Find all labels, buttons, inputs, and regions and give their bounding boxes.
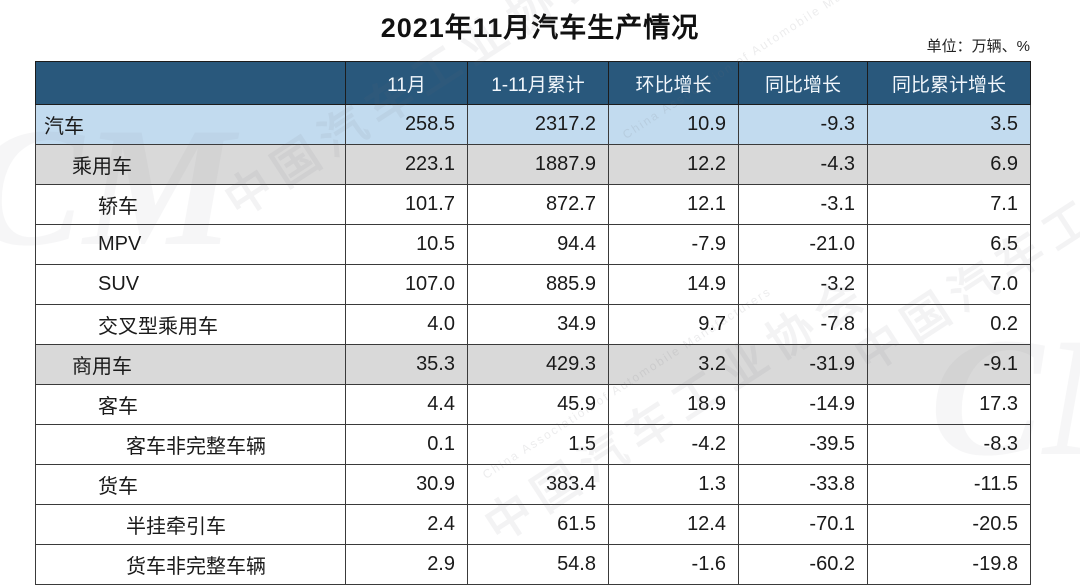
page-title: 2021年11月汽车生产情况 (380, 13, 700, 43)
cell-value: 18.9 (608, 384, 739, 425)
row-label: 客车 (35, 384, 346, 425)
cell-value: 34.9 (467, 304, 609, 345)
cell-value: 30.9 (345, 464, 468, 505)
cell-value: 4.0 (345, 304, 468, 345)
cell-value: 107.0 (345, 264, 468, 305)
cell-value: -1.6 (608, 544, 739, 585)
production-table: 11月 1-11月累计 环比增长 同比增长 同比累计增长 汽车 258.5 23… (35, 61, 1031, 585)
cell-value: -33.8 (738, 464, 868, 505)
cell-value: -8.3 (867, 424, 1031, 465)
column-header-category (35, 61, 346, 105)
cell-value: 12.1 (608, 184, 739, 225)
cell-value: -19.8 (867, 544, 1031, 585)
cell-value: 885.9 (467, 264, 609, 305)
table-header-row: 11月 1-11月累计 环比增长 同比增长 同比累计增长 (35, 61, 1031, 105)
cell-value: -39.5 (738, 424, 868, 465)
table-row: 货车 30.9 383.4 1.3 -33.8 -11.5 (35, 464, 1031, 505)
table-row: 客车 4.4 45.9 18.9 -14.9 17.3 (35, 384, 1031, 425)
cell-value: -31.9 (738, 344, 868, 385)
cell-value: 94.4 (467, 224, 609, 265)
row-label: 商用车 (35, 344, 346, 385)
cell-value: -60.2 (738, 544, 868, 585)
cell-value: 2.9 (345, 544, 468, 585)
table-row: 半挂牵引车 2.4 61.5 12.4 -70.1 -20.5 (35, 504, 1031, 545)
cell-value: 101.7 (345, 184, 468, 225)
row-label: 汽车 (35, 104, 346, 145)
cell-value: -70.1 (738, 504, 868, 545)
cell-value: 223.1 (345, 144, 468, 185)
cell-value: -9.3 (738, 104, 868, 145)
column-header-yoy-growth: 同比增长 (738, 61, 868, 105)
table-row: SUV 107.0 885.9 14.9 -3.2 7.0 (35, 264, 1031, 305)
cell-value: 4.4 (345, 384, 468, 425)
cell-value: -3.1 (738, 184, 868, 225)
cell-value: 0.2 (867, 304, 1031, 345)
cell-value: 10.5 (345, 224, 468, 265)
cell-value: 3.2 (608, 344, 739, 385)
cell-value: -7.9 (608, 224, 739, 265)
column-header-cumulative: 1-11月累计 (467, 61, 609, 105)
cell-value: 0.1 (345, 424, 468, 465)
column-header-mom-growth: 环比增长 (608, 61, 739, 105)
table-row: MPV 10.5 94.4 -7.9 -21.0 6.5 (35, 224, 1031, 265)
cell-value: 6.5 (867, 224, 1031, 265)
column-header-yoy-cumulative-growth: 同比累计增长 (867, 61, 1031, 105)
row-label: 货车 (35, 464, 346, 505)
table-row: 货车非完整车辆 2.9 54.8 -1.6 -60.2 -19.8 (35, 544, 1031, 585)
cell-value: -4.3 (738, 144, 868, 185)
cell-value: 54.8 (467, 544, 609, 585)
row-label: 乘用车 (35, 144, 346, 185)
cell-value: -7.8 (738, 304, 868, 345)
cell-value: 2317.2 (467, 104, 609, 145)
cell-value: 14.9 (608, 264, 739, 305)
cell-value: 7.1 (867, 184, 1031, 225)
row-label: 货车非完整车辆 (35, 544, 346, 585)
cell-value: 3.5 (867, 104, 1031, 145)
table-row: 交叉型乘用车 4.0 34.9 9.7 -7.8 0.2 (35, 304, 1031, 345)
row-label: 轿车 (35, 184, 346, 225)
cell-value: 258.5 (345, 104, 468, 145)
table-row: 客车非完整车辆 0.1 1.5 -4.2 -39.5 -8.3 (35, 424, 1031, 465)
cell-value: 6.9 (867, 144, 1031, 185)
cell-value: -9.1 (867, 344, 1031, 385)
cell-value: 35.3 (345, 344, 468, 385)
table-row: 乘用车 223.1 1887.9 12.2 -4.3 6.9 (35, 144, 1031, 185)
cell-value: -3.2 (738, 264, 868, 305)
cell-value: 12.2 (608, 144, 739, 185)
row-label: 客车非完整车辆 (35, 424, 346, 465)
cell-value: 1.5 (467, 424, 609, 465)
cell-value: 1887.9 (467, 144, 609, 185)
cell-value: 429.3 (467, 344, 609, 385)
cell-value: 45.9 (467, 384, 609, 425)
cell-value: 2.4 (345, 504, 468, 545)
cell-value: 61.5 (467, 504, 609, 545)
row-label: 半挂牵引车 (35, 504, 346, 545)
cell-value: -4.2 (608, 424, 739, 465)
cell-value: 9.7 (608, 304, 739, 345)
column-header-month: 11月 (345, 61, 468, 105)
cell-value: 872.7 (467, 184, 609, 225)
cell-value: 383.4 (467, 464, 609, 505)
cell-value: -14.9 (738, 384, 868, 425)
table-row: 商用车 35.3 429.3 3.2 -31.9 -9.1 (35, 344, 1031, 385)
cell-value: 12.4 (608, 504, 739, 545)
cell-value: -21.0 (738, 224, 868, 265)
cell-value: 7.0 (867, 264, 1031, 305)
table-row: 汽车 258.5 2317.2 10.9 -9.3 3.5 (35, 104, 1031, 145)
row-label: MPV (35, 224, 346, 265)
row-label: SUV (35, 264, 346, 305)
unit-note: 单位：万辆、% (926, 38, 1030, 55)
row-label: 交叉型乘用车 (35, 304, 346, 345)
table-row: 轿车 101.7 872.7 12.1 -3.1 7.1 (35, 184, 1031, 225)
cell-value: 1.3 (608, 464, 739, 505)
cell-value: -11.5 (867, 464, 1031, 505)
cell-value: -20.5 (867, 504, 1031, 545)
cell-value: 17.3 (867, 384, 1031, 425)
cell-value: 10.9 (608, 104, 739, 145)
